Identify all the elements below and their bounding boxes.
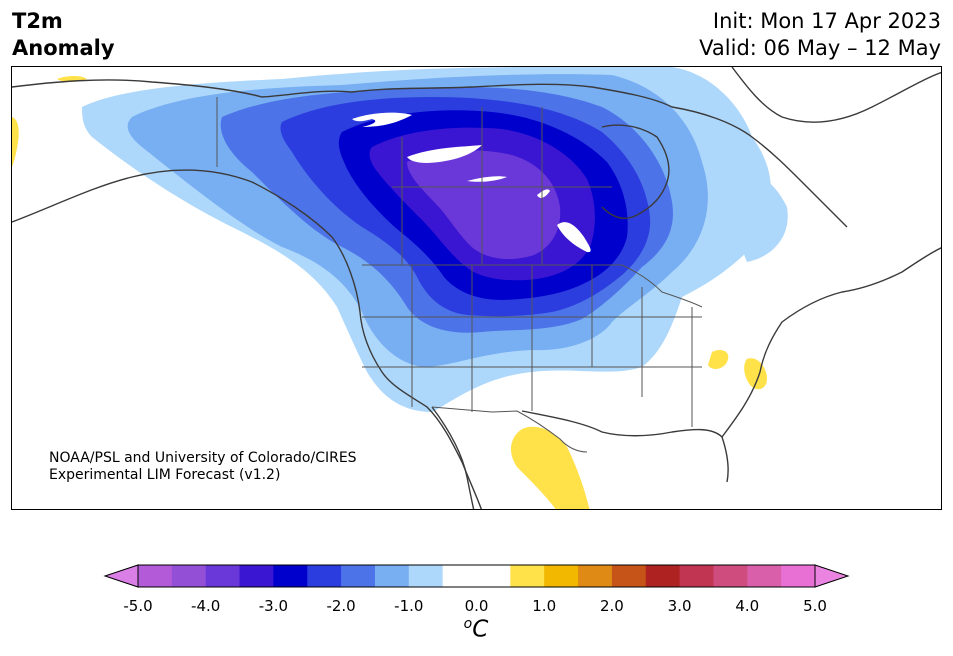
colorbar-tick-label: -4.0 [191,597,221,615]
colorbar-bin-10 [510,565,545,587]
title-line-1: T2m [12,9,63,33]
colorbar-outline [137,564,816,588]
colorbar-tick-labels: -5.0 -4.0 -3.0 -2.0 -1.0 0.0 1.0 2.0 3.0 4.0 5.0 [0,597,953,617]
colorbar-tick-label: 4.0 [735,597,760,615]
colorbar [0,555,953,656]
colorbar-over-arrow [814,564,850,588]
colorbar-bin-1 [171,565,207,587]
colorbar-bins [138,565,816,587]
colorbar-bin-9 [442,565,511,587]
colorbar-bin-18 [781,565,816,587]
lake-2 [407,145,482,163]
border-us-canada [362,264,703,308]
coast-pacific [12,169,483,509]
map-title: T2m Anomaly [12,8,115,62]
coast-gulf [521,410,729,483]
coast-atlantic [721,247,941,438]
colorbar-bin-17 [747,565,782,587]
unit-letter: C [472,616,489,643]
colorbar-bin-12 [578,565,613,587]
colorbar-bin-2 [205,565,241,587]
colorbar-tick-label: -3.0 [258,597,289,615]
forecast-dates: Init: Mon 17 Apr 2023 Valid: 06 May – 12… [699,8,941,62]
colorbar-tick-label: -2.0 [326,597,356,615]
contour-plus-0.5-east1 [708,350,729,369]
colorbar-unit: oC [464,616,489,643]
lake-3 [467,176,507,182]
colorbar-bin-8 [408,565,444,587]
lake-1 [352,112,412,127]
colorbar-bin-5 [307,565,342,587]
anomaly-contours [12,67,788,509]
border-us-states [362,265,702,427]
credit-line-1: NOAA/PSL and University of Colorado/CIRE… [49,450,357,466]
coast-greenland [731,67,941,123]
anomaly-map: NOAA/PSL and University of Colorado/CIRE… [11,66,942,510]
coast-baja [431,406,475,509]
contour-minus-3.5 [407,150,561,260]
coast-labrador [671,106,848,228]
valid-date-range: Valid: 06 May – 12 May [699,36,941,60]
colorbar-tick-label: 0.0 [464,597,489,615]
title-line-2: Anomaly [12,36,115,60]
colorbar-bin-16 [713,565,748,587]
colorbar-svg [103,564,850,588]
coast-north [12,79,673,108]
border-canada-provinces [392,107,612,265]
colorbar-bin-0 [138,565,173,587]
colorbar-bin-11 [544,565,579,587]
degree-symbol: o [463,616,473,632]
map-svg [12,67,941,509]
colorbar-tick-label: 5.0 [803,597,827,615]
colorbar-bin-6 [341,565,376,587]
contour-plus-0.5-west1 [12,117,19,167]
credit-line-2: Experimental LIM Forecast (v1.2) [49,467,281,483]
colorbar-tick-label: 3.0 [667,597,692,615]
colorbar-tick-label: 2.0 [599,597,624,615]
credit-text: NOAA/PSL and University of Colorado/CIRE… [49,450,357,484]
colorbar-bin-14 [645,565,681,587]
colorbar-bin-3 [239,565,274,587]
political-borders [216,97,703,453]
init-date: Init: Mon 17 Apr 2023 [712,9,941,33]
colorbar-under-arrow [103,564,139,588]
colorbar-bin-13 [611,565,647,587]
coastlines [12,67,941,509]
colorbar-tick-label: -1.0 [394,597,424,615]
lake-4 [537,189,550,198]
contour-plus-0.5-southwest [511,426,590,509]
masked-lakes [352,112,591,253]
colorbar-tick-label: 1.0 [532,597,557,615]
colorbar-bin-4 [273,565,308,587]
colorbar-bin-7 [374,565,410,587]
coast-hudson [601,124,670,219]
lake-5 [557,222,591,253]
colorbar-tick-label: -5.0 [123,597,153,615]
border-us-mexico [431,406,588,453]
contour-minus-0.5-east [730,173,788,262]
colorbar-bin-15 [679,565,714,587]
